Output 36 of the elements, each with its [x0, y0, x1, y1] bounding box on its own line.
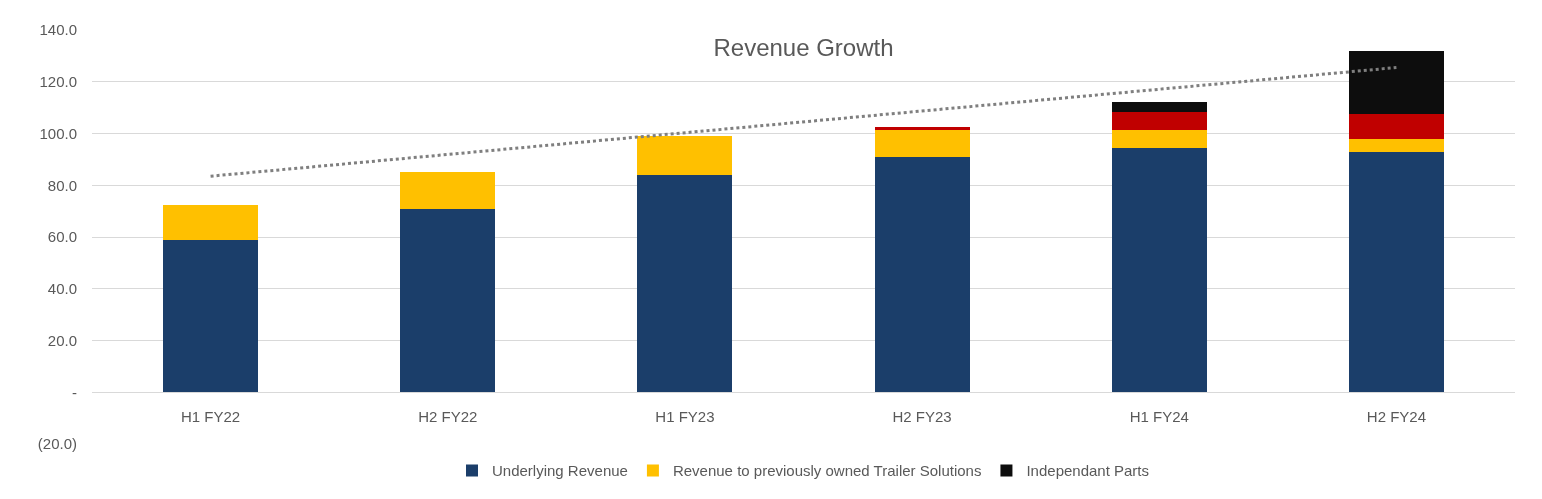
x-tick-label: H2 FY24	[1366, 408, 1427, 426]
bar	[1111, 111, 1207, 130]
bar	[1111, 102, 1207, 112]
bar	[400, 172, 496, 209]
y-tick-label: 120.0	[39, 73, 77, 90]
y-tick-label: -	[72, 383, 77, 401]
y-tick-label: 20.0	[47, 331, 77, 349]
y-tick-label: (20.0)	[37, 435, 77, 453]
bar	[1111, 147, 1207, 393]
chart-title: Revenue Growth	[713, 33, 894, 61]
bar	[637, 174, 733, 393]
legend-label: Revenue to previously owned Trailer Solutions	[672, 462, 982, 480]
y-tick-label: 140.0	[39, 21, 77, 39]
bar	[874, 156, 970, 393]
y-tick-label: 40.0	[47, 280, 77, 297]
bar	[163, 204, 259, 240]
x-tick-label: H1 FY22	[180, 408, 241, 426]
legend-label: Underlying Revenue	[492, 462, 628, 480]
bar	[1348, 138, 1444, 152]
x-tick-label: H2 FY23	[892, 408, 952, 426]
y-tick-label: 60.0	[47, 228, 77, 246]
bar	[874, 127, 970, 130]
x-tick-label: H1 FY24	[1129, 408, 1189, 426]
bar	[1348, 50, 1444, 115]
bar	[874, 129, 970, 157]
y-tick-label: 100.0	[39, 124, 77, 142]
bar	[637, 136, 733, 175]
bar	[1348, 151, 1444, 393]
bar	[1348, 114, 1444, 139]
x-tick-label: H1 FY23	[655, 408, 715, 426]
y-tick-label: 80.0	[47, 176, 77, 194]
bar	[1111, 129, 1207, 148]
bar	[400, 208, 496, 393]
legend-label: Independant Parts	[1026, 462, 1150, 480]
x-tick-label: H2 FY22	[418, 408, 478, 426]
bar	[163, 239, 259, 393]
